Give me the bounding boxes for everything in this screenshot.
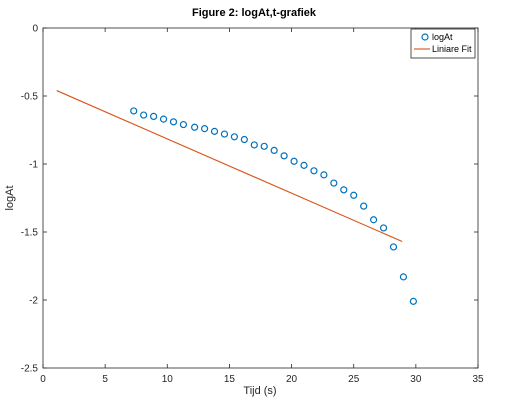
data-point	[159, 115, 168, 123]
x-axis-label: Tijd (s)	[243, 385, 276, 397]
axes-box	[42, 27, 479, 369]
plot-layer	[56, 90, 417, 305]
x-tick-label: 30	[410, 374, 422, 385]
x-tick-label: 0	[40, 374, 46, 385]
data-point	[250, 141, 258, 149]
data-point	[290, 157, 298, 165]
data-point	[310, 167, 318, 175]
data-point	[409, 297, 417, 305]
x-tick-label: 25	[348, 374, 360, 385]
data-point	[300, 161, 308, 169]
data-point	[210, 127, 219, 135]
data-point	[379, 224, 388, 232]
data-point	[169, 118, 178, 126]
plot-area	[43, 28, 478, 368]
data-point	[200, 125, 209, 133]
data-point	[330, 179, 338, 187]
data-point	[320, 171, 328, 179]
y-tick-label: -2.5	[21, 364, 39, 375]
y-tick-label: -1.5	[21, 228, 39, 239]
x-tick-label: 5	[102, 374, 108, 385]
data-point	[370, 216, 378, 224]
data-point	[340, 186, 348, 194]
x-tick-label: 15	[224, 374, 236, 385]
chart-title: Figure 2: logAt,t-grafiek	[192, 7, 317, 19]
y-tick-label: -0.5	[21, 92, 39, 103]
legend: logAt Liniare Fit	[410, 28, 476, 59]
legend-label-logAt: logAt	[432, 32, 453, 42]
data-point	[270, 146, 278, 154]
data-point	[240, 135, 248, 144]
y-tick-label: 0	[32, 24, 38, 35]
data-point	[360, 202, 368, 210]
data-point	[280, 152, 288, 160]
y-axis-label: logAt	[4, 185, 16, 210]
x-tick-label: 10	[162, 374, 174, 385]
data-point	[230, 133, 238, 141]
data-point	[350, 191, 358, 199]
data-point	[220, 130, 229, 138]
legend-label-fit: Liniare Fit	[432, 44, 472, 54]
axes-layer: 0 5 10 15 20 25 30 35 0 -0.5 -1 -1.5 -2 -2.5	[21, 24, 484, 386]
x-tick-label: 35	[472, 374, 484, 385]
data-point	[130, 107, 138, 115]
data-point	[150, 112, 158, 121]
fit-line	[56, 90, 403, 243]
data-point	[179, 120, 188, 129]
data-point	[260, 142, 268, 150]
data-point	[389, 243, 398, 251]
legend-marker-logAt	[421, 33, 429, 41]
y-tick-label: -2	[29, 296, 38, 307]
x-tick-label: 20	[286, 374, 298, 385]
legend-box	[410, 28, 476, 59]
data-point	[140, 111, 148, 119]
data-point	[399, 273, 408, 281]
y-tick-label: -1	[29, 160, 38, 171]
data-point	[191, 123, 199, 131]
